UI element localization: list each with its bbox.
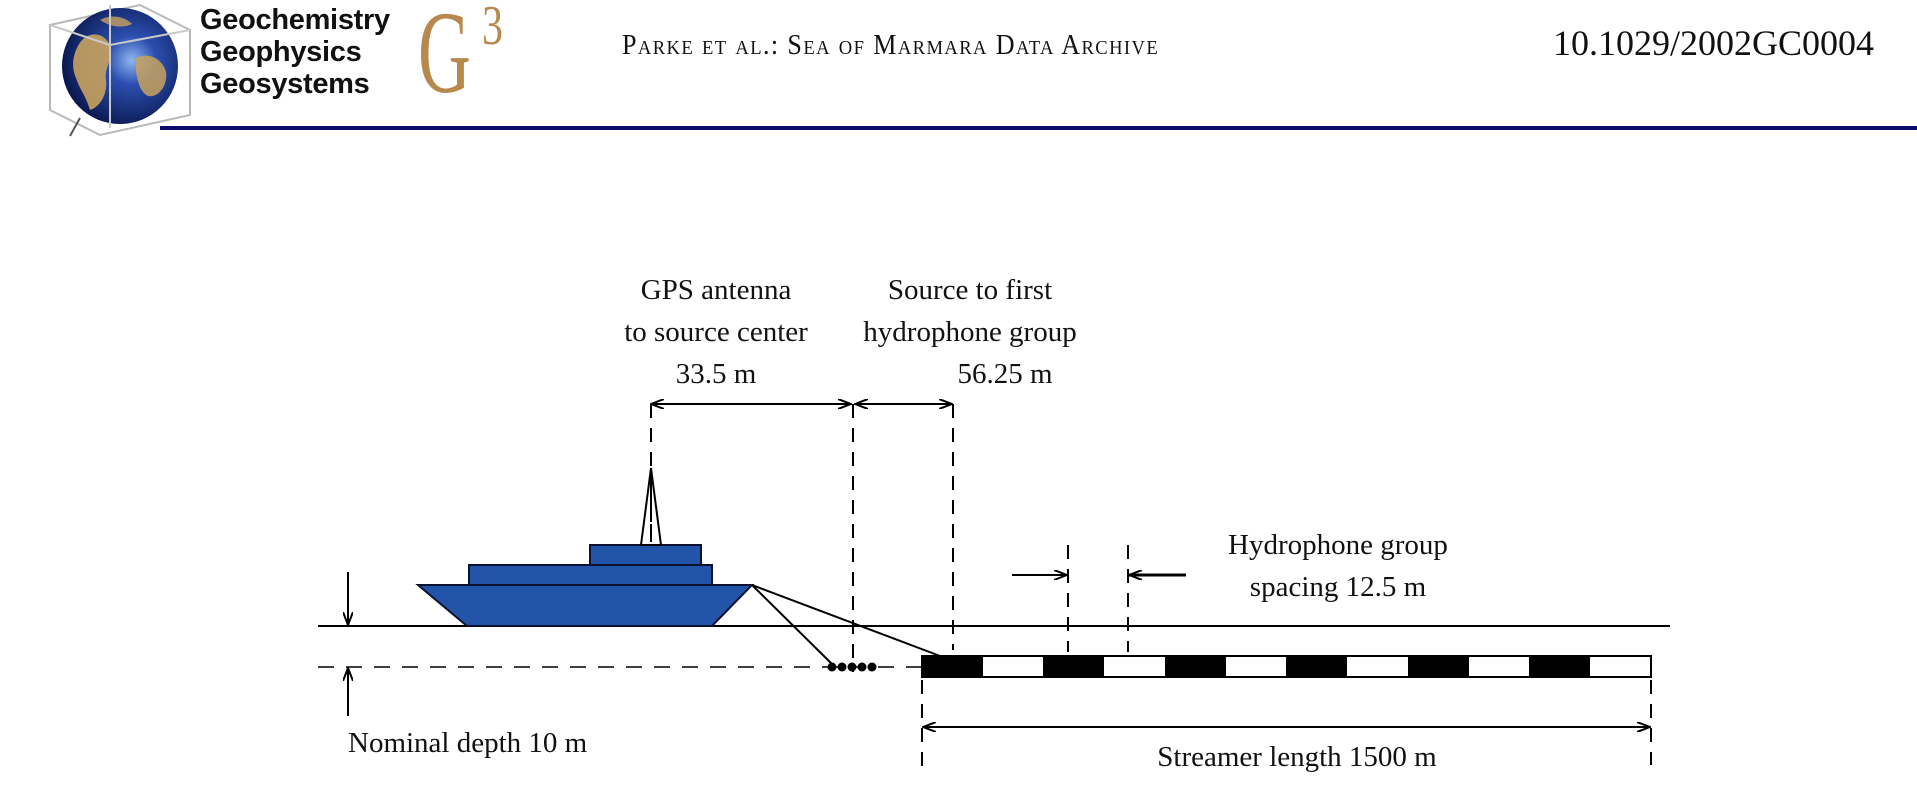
running-title: Parke et al.: Sea of Marmara Data Archiv… [622, 30, 1160, 61]
header-rule [160, 126, 1917, 130]
hydrophone-spacing-line1: Hydrophone group [1228, 529, 1448, 561]
source-label-value: 56.25 m [957, 358, 1053, 390]
journal-mark-letter: G [418, 0, 471, 118]
streamer-length-label: Streamer length 1500 m [1157, 741, 1437, 773]
tow-lines [751, 584, 941, 665]
journal-logo-globe-icon [49, 3, 191, 137]
gps-label-line2: to source center [624, 316, 808, 348]
airgun-source-array [827, 662, 877, 672]
source-label-line2: hydrophone group [863, 316, 1076, 348]
nominal-depth-label: Nominal depth 10 m [348, 727, 588, 759]
dashed-guides [650, 404, 1652, 772]
journal-g3-mark: G 3 [418, 0, 503, 112]
journal-name-geophysics: Geophysics [200, 36, 362, 68]
ship-icon [415, 467, 755, 627]
journal-name-block: Geochemistry Geophysics Geosystems [200, 4, 390, 100]
gps-label-line1: GPS antenna [641, 274, 792, 306]
doi: 10.1029/2002GC0004 [1553, 23, 1875, 63]
hydrophone-spacing-label: Hydrophone group spacing 12.5 m [1228, 529, 1448, 603]
gps-label-value: 33.5 m [676, 358, 757, 390]
streamer [921, 655, 1652, 678]
journal-name-geochemistry: Geochemistry [200, 4, 390, 36]
gps-antenna-label: GPS antenna to source center 33.5 m [624, 274, 808, 390]
journal-name-geosystems: Geosystems [200, 68, 370, 100]
journal-mark-superscript: 3 [482, 0, 503, 57]
source-to-first-label: Source to first hydrophone group 56.25 m [863, 274, 1076, 390]
hydrophone-spacing-line2: spacing 12.5 m [1250, 571, 1427, 603]
source-label-line1: Source to first [888, 274, 1052, 306]
